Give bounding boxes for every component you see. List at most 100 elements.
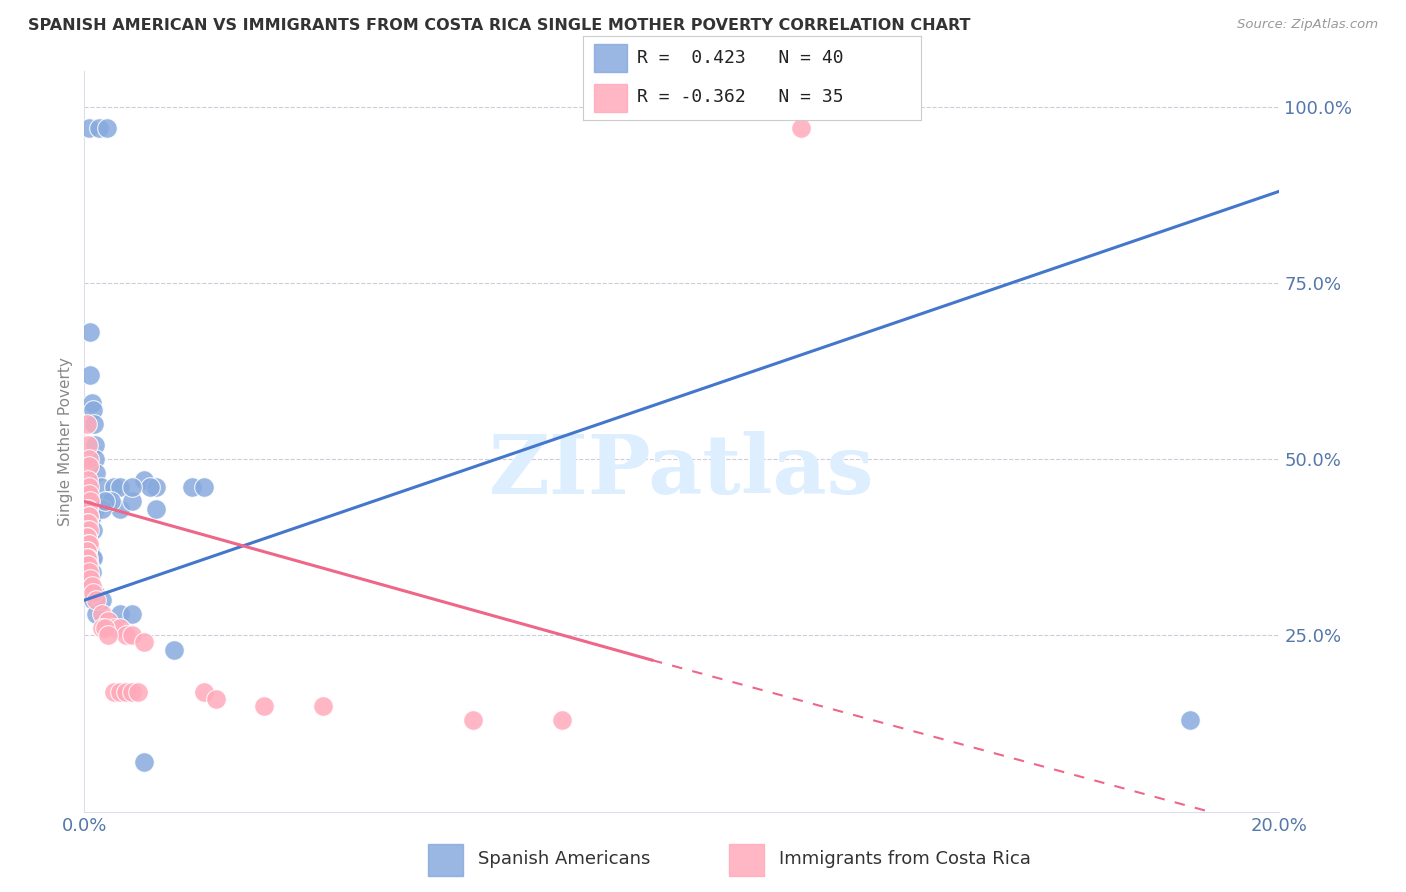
Point	[551, 713, 574, 727]
Point	[110, 480, 132, 494]
Point	[79, 579, 101, 593]
Point	[96, 120, 118, 135]
Point	[121, 628, 143, 642]
Point	[82, 593, 104, 607]
Point	[91, 607, 114, 622]
FancyBboxPatch shape	[593, 45, 627, 72]
Text: Source: ZipAtlas.com: Source: ZipAtlas.com	[1237, 18, 1378, 31]
Point	[80, 508, 103, 523]
Point	[77, 558, 100, 572]
Point	[91, 501, 114, 516]
Point	[82, 402, 104, 417]
Point	[77, 487, 100, 501]
Point	[180, 480, 204, 494]
Point	[77, 473, 100, 487]
Point	[77, 537, 100, 551]
Point	[103, 621, 125, 635]
Point	[103, 480, 125, 494]
Point	[76, 544, 98, 558]
Point	[97, 628, 120, 642]
Point	[145, 480, 167, 494]
Text: SPANISH AMERICAN VS IMMIGRANTS FROM COSTA RICA SINGLE MOTHER POVERTY CORRELATION: SPANISH AMERICAN VS IMMIGRANTS FROM COST…	[28, 18, 970, 33]
Point	[79, 494, 101, 508]
Point	[77, 565, 100, 579]
Point	[110, 607, 132, 622]
Point	[77, 550, 100, 565]
Point	[77, 501, 100, 516]
Point	[80, 565, 103, 579]
Point	[82, 501, 104, 516]
Point	[79, 494, 101, 508]
Point	[76, 558, 98, 572]
Point	[103, 685, 125, 699]
Point	[110, 685, 132, 699]
Point	[77, 537, 100, 551]
Point	[86, 607, 108, 622]
Point	[76, 501, 98, 516]
FancyBboxPatch shape	[728, 844, 765, 876]
Text: R =  0.423   N = 40: R = 0.423 N = 40	[637, 49, 844, 67]
Point	[77, 508, 100, 523]
Point	[80, 501, 103, 516]
Point	[115, 685, 138, 699]
Point	[84, 586, 107, 600]
Point	[121, 494, 143, 508]
Text: Immigrants from Costa Rica: Immigrants from Costa Rica	[779, 849, 1031, 868]
Point	[100, 494, 122, 508]
Point	[790, 120, 813, 135]
Point	[77, 523, 100, 537]
Point	[76, 544, 98, 558]
Point	[77, 508, 100, 523]
Point	[86, 593, 108, 607]
Point	[82, 550, 104, 565]
Point	[76, 417, 98, 431]
Point	[80, 396, 103, 410]
Point	[83, 417, 105, 431]
Point	[83, 501, 105, 516]
Point	[77, 120, 100, 135]
Point	[110, 501, 132, 516]
Point	[79, 523, 101, 537]
Point	[82, 586, 104, 600]
Point	[94, 621, 117, 635]
FancyBboxPatch shape	[593, 84, 627, 112]
FancyBboxPatch shape	[427, 844, 463, 876]
Point	[82, 523, 104, 537]
Point	[77, 537, 100, 551]
Point	[132, 756, 156, 770]
Point	[121, 480, 143, 494]
Point	[77, 523, 100, 537]
Point	[77, 480, 100, 494]
Point	[90, 480, 112, 494]
Point	[76, 523, 98, 537]
Point	[79, 325, 101, 339]
Point	[121, 607, 143, 622]
Point	[145, 501, 167, 516]
Point	[121, 685, 143, 699]
Point	[84, 438, 107, 452]
Point	[132, 635, 156, 649]
Point	[193, 480, 215, 494]
Text: R = -0.362   N = 35: R = -0.362 N = 35	[637, 88, 844, 106]
Point	[94, 494, 117, 508]
Point	[80, 579, 103, 593]
Point	[97, 615, 120, 629]
Point	[79, 572, 101, 586]
Point	[91, 593, 114, 607]
Point	[79, 368, 101, 382]
Point	[77, 459, 100, 474]
Point	[127, 685, 149, 699]
Point	[77, 558, 100, 572]
Point	[132, 473, 156, 487]
Point	[139, 480, 162, 494]
Point	[1178, 713, 1201, 727]
Point	[77, 544, 100, 558]
Point	[84, 452, 107, 467]
Point	[80, 550, 103, 565]
Point	[77, 558, 100, 572]
Point	[193, 685, 215, 699]
Point	[76, 516, 98, 530]
Point	[77, 438, 100, 452]
Point	[91, 621, 114, 635]
Text: ZIPatlas: ZIPatlas	[489, 431, 875, 511]
